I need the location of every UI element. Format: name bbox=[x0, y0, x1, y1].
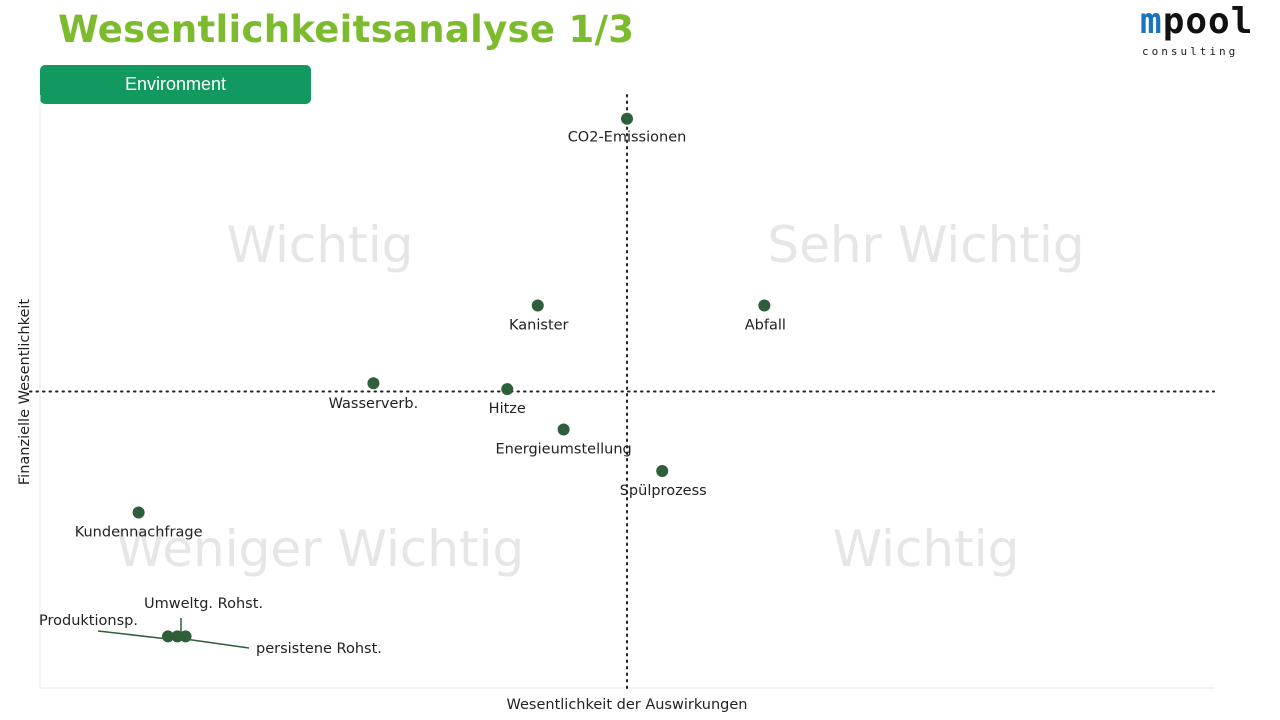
page-title: Wesentlichkeitsanalyse 1/3 bbox=[58, 8, 635, 51]
point-label-kanister: Kanister bbox=[509, 318, 569, 334]
point-label-energieumstellung: Energieumstellung bbox=[495, 441, 631, 457]
point-label-produktionsp: Produktionsp. bbox=[39, 613, 138, 629]
data-point-umweltg-rohst[interactable] bbox=[171, 630, 184, 643]
data-point-energieumstellung[interactable] bbox=[557, 423, 570, 436]
leader-line-produktionsp bbox=[97, 630, 169, 640]
data-point-hitze[interactable] bbox=[501, 383, 514, 396]
y-axis-title: Finanzielle Wesentlichkeit bbox=[17, 299, 33, 486]
category-badge: Environment bbox=[40, 65, 311, 104]
point-labels: CO2-Emissionen Kanister Abfall Wasserverb. H… bbox=[39, 130, 786, 657]
logo-wordmark-accent: m bbox=[1140, 1, 1163, 42]
quadrant-label-bottom-right: Wichtig bbox=[833, 520, 1020, 578]
point-label-co2-emissionen: CO2-Emissionen bbox=[568, 130, 687, 146]
leader-line-persistene-rohst bbox=[184, 638, 250, 649]
data-points bbox=[132, 112, 771, 643]
data-point-kundennachfrage[interactable] bbox=[132, 506, 145, 519]
data-point-co2-emissionen[interactable] bbox=[621, 112, 633, 125]
quadrant-labels: Wichtig Sehr Wichtig Weniger Wichtig Wichti… bbox=[116, 216, 1085, 578]
point-label-abfall: Abfall bbox=[745, 318, 786, 334]
data-point-persistene-rohst[interactable] bbox=[179, 630, 192, 643]
data-point-wasserverb[interactable] bbox=[367, 377, 380, 390]
axes: Wesentlichkeit der Auswirkungen Finanziel… bbox=[17, 94, 1215, 713]
company-logo: mpool consulting bbox=[1140, 2, 1270, 64]
quadrant-label-bottom-left: Weniger Wichtig bbox=[116, 520, 524, 578]
quadrant-label-top-right: Sehr Wichtig bbox=[767, 216, 1084, 274]
logo-wordmark: mpool bbox=[1140, 2, 1253, 42]
point-label-persistene-rohst: persistene Rohst. bbox=[256, 641, 382, 657]
point-label-kundennachfrage: Kundennachfrage bbox=[75, 524, 203, 540]
x-axis-title: Wesentlichkeit der Auswirkungen bbox=[507, 697, 748, 713]
point-label-hitze: Hitze bbox=[489, 401, 526, 417]
point-label-wasserverb: Wasserverb. bbox=[329, 396, 419, 412]
quadrant-label-top-left: Wichtig bbox=[227, 216, 414, 274]
logo-wordmark-rest: pool bbox=[1162, 1, 1254, 42]
data-point-abfall[interactable] bbox=[758, 299, 771, 312]
logo-subtitle: consulting bbox=[1142, 45, 1239, 58]
point-label-umweltg-rohst: Umweltg. Rohst. bbox=[144, 596, 263, 612]
data-point-kanister[interactable] bbox=[531, 299, 544, 312]
data-point-sp-lprozess[interactable] bbox=[656, 464, 669, 477]
data-point-produktionsp[interactable] bbox=[161, 630, 174, 643]
point-label-sp-lprozess: Spülprozess bbox=[620, 483, 707, 499]
